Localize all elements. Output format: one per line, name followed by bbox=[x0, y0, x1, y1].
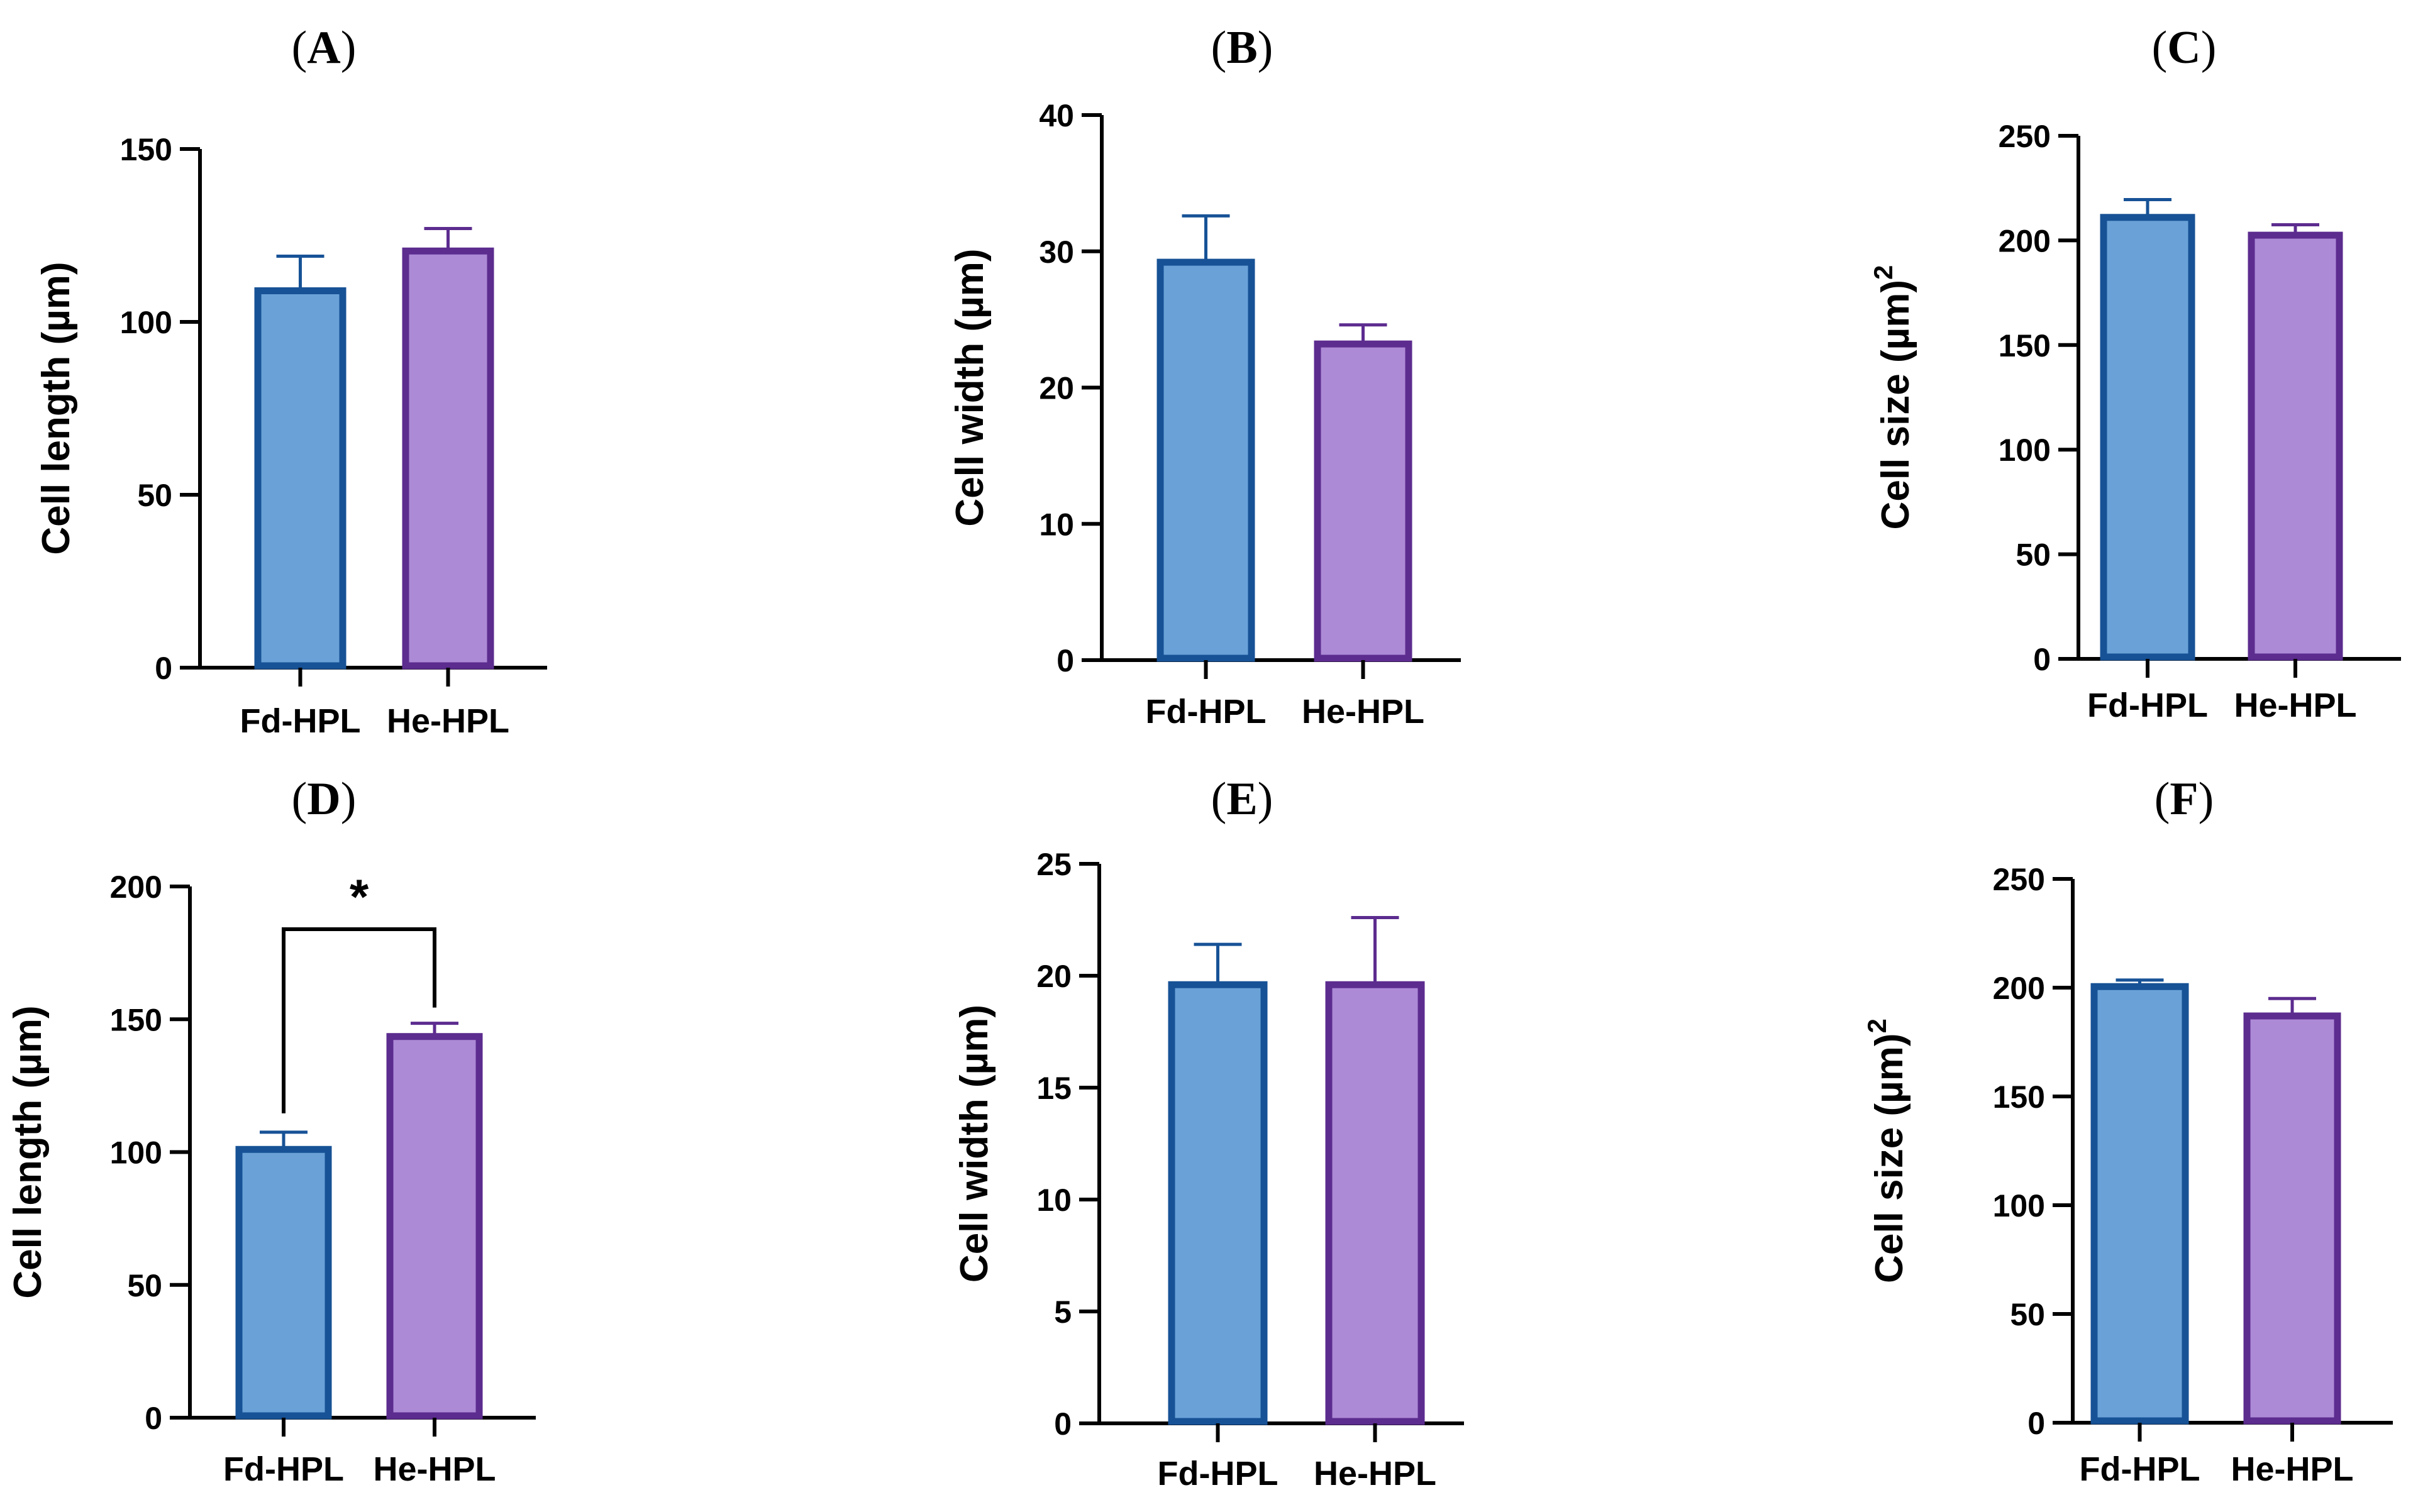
x-tick-label: Fd-HPL bbox=[1158, 1455, 1278, 1493]
panel-letter: (E) bbox=[1211, 773, 1273, 825]
panel-letter: (A) bbox=[292, 22, 357, 74]
bar-fd-hpl bbox=[1156, 258, 1255, 662]
y-axis-title: Cell width (µm) bbox=[948, 248, 992, 526]
panel-letter: (D) bbox=[292, 773, 357, 825]
y-tick-label: 200 bbox=[1993, 971, 2045, 1006]
panel-letter: (B) bbox=[1211, 22, 1273, 74]
y-tick-label: 15 bbox=[1036, 1071, 1072, 1106]
y-tick-label: 10 bbox=[1036, 1183, 1072, 1218]
y-tick-label: 20 bbox=[1039, 371, 1074, 406]
y-tick-label: 250 bbox=[1993, 862, 2045, 897]
panel-e: (E) 0 5 10 15 20 25 Fd-HPL He-HPL Cell width (µm) bbox=[953, 773, 1464, 1493]
y-tick-label: 150 bbox=[120, 132, 172, 167]
bar-fd-hpl bbox=[1168, 981, 1268, 1425]
y-tick-label: 150 bbox=[110, 1002, 162, 1037]
y-tick-label: 40 bbox=[1039, 98, 1074, 133]
y-tick-label: 150 bbox=[1999, 328, 2051, 363]
y-tick-label: 50 bbox=[2010, 1297, 2045, 1332]
y-axis-title: Cell width (µm) bbox=[953, 1005, 996, 1283]
bar-fd-hpl bbox=[2090, 983, 2189, 1425]
bar-fd-hpl bbox=[2100, 214, 2195, 661]
x-tick-label: He-HPL bbox=[2234, 687, 2356, 724]
y-tick-label: 10 bbox=[1039, 507, 1074, 542]
y-tick-label: 100 bbox=[120, 305, 172, 340]
x-tick-label: He-HPL bbox=[373, 1450, 496, 1488]
x-tick-label: Fd-HPL bbox=[2087, 687, 2208, 724]
y-tick-label: 100 bbox=[110, 1135, 162, 1171]
y-tick-label: 100 bbox=[1999, 433, 2051, 468]
y-tick-label: 200 bbox=[110, 869, 162, 905]
y-axis-title: Cell length (µm) bbox=[35, 262, 78, 555]
y-tick-label: 0 bbox=[145, 1401, 162, 1436]
y-tick-label: 25 bbox=[1036, 847, 1072, 882]
y-axis-title: Cell size (µm)2 bbox=[1862, 1018, 1911, 1283]
x-tick-label: He-HPL bbox=[2231, 1450, 2353, 1488]
y-tick-label: 100 bbox=[1993, 1188, 2045, 1223]
bar-he-hpl bbox=[402, 247, 494, 670]
panel-d: (D) 0 50 100 150 200 Fd-HPL He-HPL Cell length (… bbox=[6, 773, 536, 1488]
panel-a: (A) 0 50 100 150 Fd-HPL He-HPL Cell length (µm) bbox=[35, 22, 547, 740]
y-tick-label: 0 bbox=[2027, 1406, 2045, 1441]
panel-letter: (F) bbox=[2155, 773, 2214, 825]
y-tick-label: 50 bbox=[137, 478, 172, 513]
x-tick-label: He-HPL bbox=[1314, 1455, 1436, 1493]
y-tick-label: 0 bbox=[2033, 642, 2051, 677]
bar-fd-hpl bbox=[254, 287, 347, 670]
x-tick-label: He-HPL bbox=[387, 702, 509, 740]
y-axis-title: Cell length (µm) bbox=[6, 1005, 50, 1298]
bar-he-hpl bbox=[1314, 340, 1412, 662]
y-tick-label: 150 bbox=[1993, 1079, 2045, 1115]
y-tick-label: 250 bbox=[1999, 119, 2051, 154]
x-tick-label: Fd-HPL bbox=[1146, 693, 1267, 731]
significance-bracket bbox=[282, 927, 436, 1113]
y-tick-label: 0 bbox=[155, 651, 172, 686]
y-tick-label: 20 bbox=[1036, 959, 1072, 994]
bar-he-hpl bbox=[2248, 231, 2343, 661]
x-tick-label: Fd-HPL bbox=[240, 702, 361, 740]
y-tick-label: 0 bbox=[1054, 1406, 1072, 1442]
panel-f: (F) 0 50 100 150 200 250 Fd-HPL He-HPL Cell size … bbox=[1862, 773, 2393, 1488]
panel-b: (B) 0 10 20 30 40 Fd-HPL He-HPL Cell width (µm) bbox=[948, 22, 1461, 731]
panel-letter: (C) bbox=[2152, 22, 2217, 74]
bar-he-hpl bbox=[386, 1033, 483, 1420]
panel-c: (C) 0 50 100 150 200 250 Fd-HPL He-HPL Cell size … bbox=[1868, 22, 2401, 724]
x-tick-label: He-HPL bbox=[1302, 693, 1424, 731]
y-tick-label: 50 bbox=[2016, 538, 2051, 573]
y-tick-label: 0 bbox=[1056, 643, 1074, 678]
y-tick-label: 5 bbox=[1054, 1294, 1072, 1330]
bar-fd-hpl bbox=[235, 1145, 332, 1420]
x-tick-label: Fd-HPL bbox=[2080, 1450, 2200, 1488]
y-tick-label: 30 bbox=[1039, 235, 1074, 270]
y-axis-title: Cell size (µm)2 bbox=[1868, 265, 1917, 530]
y-tick-label: 200 bbox=[1999, 223, 2051, 258]
bar-he-hpl bbox=[1325, 981, 1425, 1425]
significance-star: * bbox=[350, 869, 369, 924]
y-tick-label: 50 bbox=[127, 1268, 162, 1303]
bar-he-hpl bbox=[2243, 1012, 2341, 1425]
x-tick-label: Fd-HPL bbox=[223, 1450, 344, 1488]
